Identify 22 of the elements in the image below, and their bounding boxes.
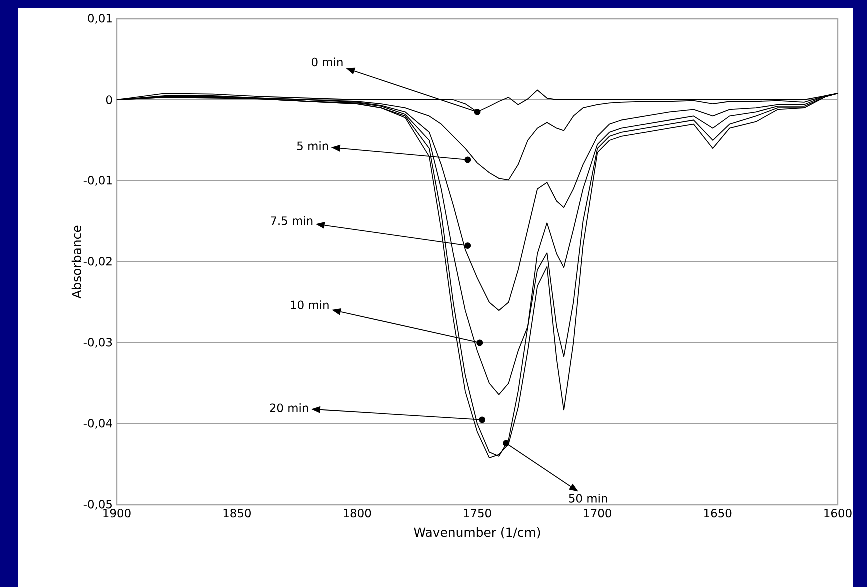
y-tick-label: -0,04 bbox=[84, 419, 112, 429]
annotation: 50 min bbox=[569, 494, 608, 503]
x-tick-label: 1750 bbox=[464, 509, 492, 518]
annotation: 0 min bbox=[312, 58, 343, 67]
x-tick-label: 1850 bbox=[224, 509, 251, 518]
y-tick-label: -0,01 bbox=[84, 176, 112, 186]
y-tick-label: -0,05 bbox=[84, 500, 112, 510]
y-tick-label: 0 bbox=[106, 96, 112, 104]
y-axis-title: Absorbance bbox=[72, 226, 82, 299]
y-tick-label: -0,03 bbox=[84, 338, 112, 348]
annotation: 5 min bbox=[298, 142, 328, 150]
annotation: 20 min bbox=[270, 404, 308, 412]
x-tick-label: 1700 bbox=[584, 509, 612, 518]
x-axis-title: Wavenumber (1/cm) bbox=[414, 528, 540, 539]
x-tick-label: 1600 bbox=[824, 509, 852, 518]
y-tick-label: -0,02 bbox=[84, 257, 112, 267]
y-tick-label: 0,01 bbox=[88, 14, 112, 24]
x-tick-label: 1800 bbox=[344, 509, 372, 518]
x-tick-label: 1650 bbox=[704, 509, 732, 518]
annotation: 7.5 min bbox=[271, 216, 313, 226]
annotation: 10 min bbox=[291, 300, 329, 310]
x-tick-label: 1900 bbox=[104, 509, 131, 518]
